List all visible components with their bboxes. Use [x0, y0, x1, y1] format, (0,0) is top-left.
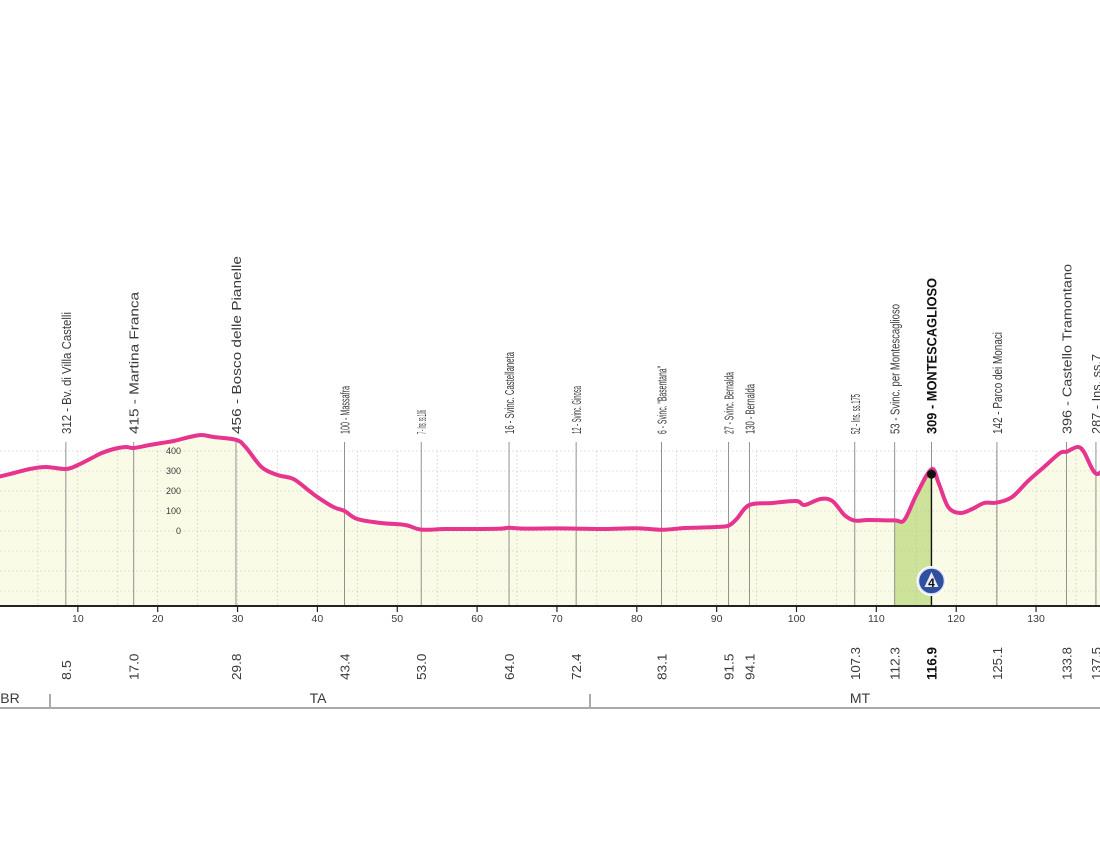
- point-name-label: 16 - Svinc. Castellaneta: [503, 352, 517, 434]
- y-tick-label: 100: [166, 506, 181, 516]
- point-km-label: 91.5: [723, 654, 737, 680]
- point-name-label: 6 - Svinc. "Basentana": [656, 366, 670, 434]
- x-tick-label: 110: [868, 613, 885, 625]
- y-tick-label: 0: [176, 526, 181, 536]
- point-name-label: 130 - Bernalda: [743, 384, 757, 434]
- x-tick-label: 20: [152, 613, 164, 625]
- x-tick-label: 130: [1027, 613, 1045, 625]
- point-km-label: 72.4: [570, 654, 584, 680]
- profile-line: [0, 433, 1100, 532]
- point-name-label: 142 - Parco dei Monaci: [991, 332, 1005, 434]
- y-tick-label: 300: [166, 466, 181, 476]
- climb-km-label: 116.9: [924, 647, 939, 680]
- climb-name-label: 309 - MONTESCAGLIOSO: [924, 278, 939, 434]
- region-bar: BR TA MT: [0, 690, 1100, 709]
- point-name-label: 396 - Castello Tramontano: [1060, 264, 1074, 434]
- y-tick-label: 400: [166, 446, 181, 456]
- x-tick-label: 40: [312, 613, 324, 625]
- point-name-label: 27 - Svinc. Bernalda: [723, 372, 737, 434]
- point-name-label: 100 - Massafra: [339, 386, 353, 434]
- point-name-label: 287 - Ins. ss.7: [1090, 354, 1100, 434]
- point-km-label: 17.0: [128, 654, 142, 680]
- point-name-label: 456 - Bosco delle Pianelle: [230, 256, 244, 434]
- point-km-label: 133.8: [1060, 647, 1074, 680]
- kom-summit-dot: [926, 469, 936, 479]
- x-tick-label: 90: [711, 613, 723, 625]
- point-km-label: 112.3: [889, 647, 903, 680]
- point-km-label: 137.5: [1090, 647, 1100, 680]
- region-label: BR: [0, 690, 19, 706]
- point-name-label: 7 - Ins. ss.106: [415, 410, 429, 434]
- point-km-label: 8.5: [60, 660, 74, 680]
- region-label: MT: [850, 690, 871, 706]
- profile-series-line: [0, 433, 1100, 532]
- x-tick-label: 70: [551, 613, 563, 625]
- point-km-label: 43.4: [339, 654, 353, 680]
- point-name-label: 53 - Svinc. per Montescaglioso: [889, 304, 903, 434]
- point-name-label: 12 - Svinc. Ginosa: [570, 386, 584, 434]
- profile-area: [0, 435, 1100, 606]
- x-tick-label: 10: [72, 613, 84, 625]
- y-tick-label: 200: [166, 486, 181, 496]
- point-name-label: 415 - Martina Franca: [128, 292, 142, 434]
- x-axis: 0 100 200 300 400 10 20 30 40 50 60 70 80 90 100 110 120…: [0, 446, 1100, 625]
- x-tick-label: 50: [391, 613, 403, 625]
- x-tick-label: 100: [788, 613, 806, 625]
- point-name-label: 312 - Bv. di Villa Castelli: [60, 312, 74, 434]
- point-km-label: 29.8: [230, 654, 244, 680]
- mountain-icon: [924, 572, 939, 587]
- x-tick-label: 120: [947, 613, 965, 625]
- point-name-label: 52 - Ins. ss.175: [849, 394, 863, 434]
- region-label: TA: [310, 690, 328, 706]
- x-tick-label: 80: [631, 613, 643, 625]
- point-km-label: 107.3: [849, 647, 863, 680]
- point-km-label: 125.1: [991, 647, 1005, 680]
- point-km-label: 83.1: [656, 654, 670, 680]
- x-tick-label: 30: [232, 613, 244, 625]
- x-tick-label: 60: [471, 613, 483, 625]
- point-km-label: 94.1: [743, 654, 757, 680]
- kom-category-label: 4: [928, 576, 935, 590]
- point-km-label: 53.0: [415, 654, 429, 680]
- point-km-label: 64.0: [503, 654, 517, 680]
- point-labels: 312 - Bv. di Villa Castelli 8.5 415 - Mart…: [60, 256, 1100, 680]
